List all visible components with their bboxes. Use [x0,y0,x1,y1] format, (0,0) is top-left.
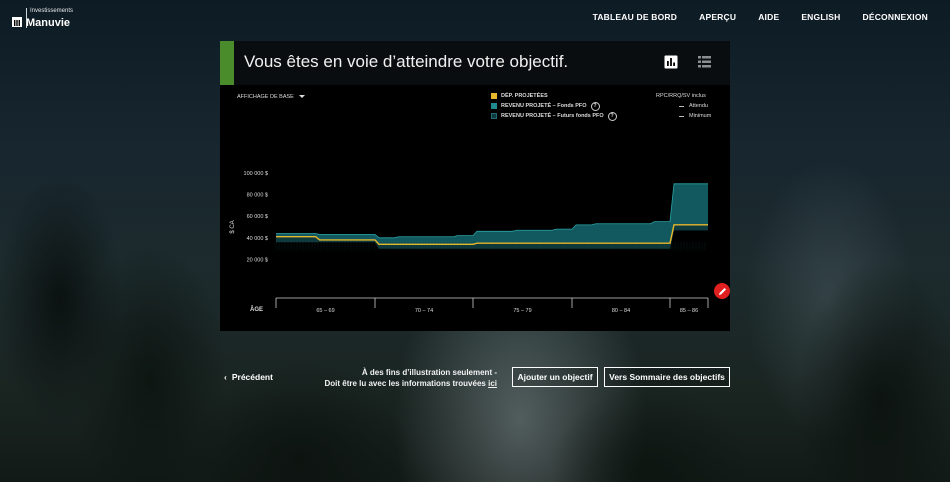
help-icon[interactable]: ? [590,101,600,111]
chart-legend: DÉP. PROJETÉES REVENU PROJETÉ – Fonds PF… [491,91,617,121]
status-accent-bar [220,41,234,85]
benefits-included-label: RPC/RRQ/SV inclus [656,93,706,99]
disclaimer-line-2: Doit être lu avec les informations trouv… [324,379,486,388]
y-tick-label: 100 000 $ [244,171,268,177]
legend-item-future-pfo-funds: REVENU PROJETÉ – Futurs fonds PFO ? [491,111,617,121]
income-projection-chart: $ CA 100 000 $ 80 000 $ 60 000 $ 40 000 $ 20 … [230,171,709,314]
x-tick-label: 85 – 86 [680,308,698,314]
legend-swatch [491,113,497,119]
help-icon[interactable]: ? [607,111,617,121]
top-nav: TABLEAU DE BORD APERÇU AIDE ENGLISH DÉCO… [593,12,928,22]
y-tick-label: 20 000 $ [247,257,268,263]
y-tick-label: 60 000 $ [247,214,268,220]
y-axis-label: $ CA [230,220,236,233]
edit-button[interactable] [714,283,730,299]
line-pfo-top [276,183,708,239]
nav-overview[interactable]: APERÇU [699,12,737,22]
pencil-icon [718,287,726,295]
area-pfo-funds [276,183,708,249]
legend-swatch [491,93,497,99]
legend-label: DÉP. PROJETÉES [501,93,548,99]
goal-card: Vous êtes en voie d’atteindre votre obje… [220,41,730,331]
x-tick-label: 70 – 74 [415,308,433,314]
legend-item-pfo-funds: REVENU PROJETÉ – Fonds PFO ? [491,101,617,111]
dash-line-icon [679,115,684,117]
x-tick-label: 65 – 69 [316,308,334,314]
x-tick-label: 80 – 84 [612,308,630,314]
y-tick-label: 40 000 $ [247,236,268,242]
nav-language[interactable]: ENGLISH [801,12,841,22]
disclaimer: À des fins d’illustration seulement - Do… [290,367,497,389]
disclaimer-link[interactable]: ici [488,379,497,388]
view-dropdown-label: AFFICHAGE DE BASE [237,94,294,100]
previous-link[interactable]: ‹ Précédent [224,372,273,382]
goals-summary-button[interactable]: Vers Sommaire des objectifs [604,367,730,387]
previous-label: Précédent [231,372,273,382]
disclaimer-line-1: À des fins d’illustration seulement - [361,368,497,377]
chevron-down-icon [298,95,305,99]
card-header: Vous êtes en voie d’atteindre votre obje… [220,41,730,85]
legend-item-expenses: DÉP. PROJETÉES [491,91,617,101]
legend-line-expected: Attendu [656,101,711,111]
brand-divider [26,8,27,28]
legend-swatch [491,103,497,109]
add-goal-button[interactable]: Ajouter un objectif [512,367,598,387]
card-title: Vous êtes en voie d’atteindre votre obje… [244,52,569,71]
nav-dashboard[interactable]: TABLEAU DE BORD [592,12,678,22]
benefits-legend: RPC/RRQ/SV inclus Attendu Minimum [656,91,711,121]
line-projected-expenses [276,224,708,245]
x-tick-label: 75 – 79 [513,308,531,314]
legend-line-minimum: Minimum [656,111,711,121]
chevron-left-icon: ‹ [224,372,227,382]
brand-tagline: Investissements [30,8,74,14]
brand-name: Manuvie [26,17,71,29]
legend-label: REVENU PROJETÉ – Fonds PFO [501,103,587,109]
legend-line-label: Minimum [689,113,712,119]
x-axis-label: ÂGE [250,306,263,313]
legend-line-label: Attendu [689,103,708,109]
chart-panel: AFFICHAGE DE BASE DÉP. PROJETÉES REVENU … [220,85,730,331]
y-tick-label: 80 000 $ [247,193,268,199]
dash-line-icon [679,105,684,107]
bar-chart-icon[interactable] [664,55,678,69]
manulife-logo-icon [12,17,22,27]
legend-label: REVENU PROJETÉ – Futurs fonds PFO [501,113,604,119]
nav-help[interactable]: AIDE [758,12,780,22]
nav-logout[interactable]: DÉCONNEXION [862,12,928,22]
view-dropdown[interactable]: AFFICHAGE DE BASE [237,94,305,100]
list-icon[interactable] [698,56,711,68]
